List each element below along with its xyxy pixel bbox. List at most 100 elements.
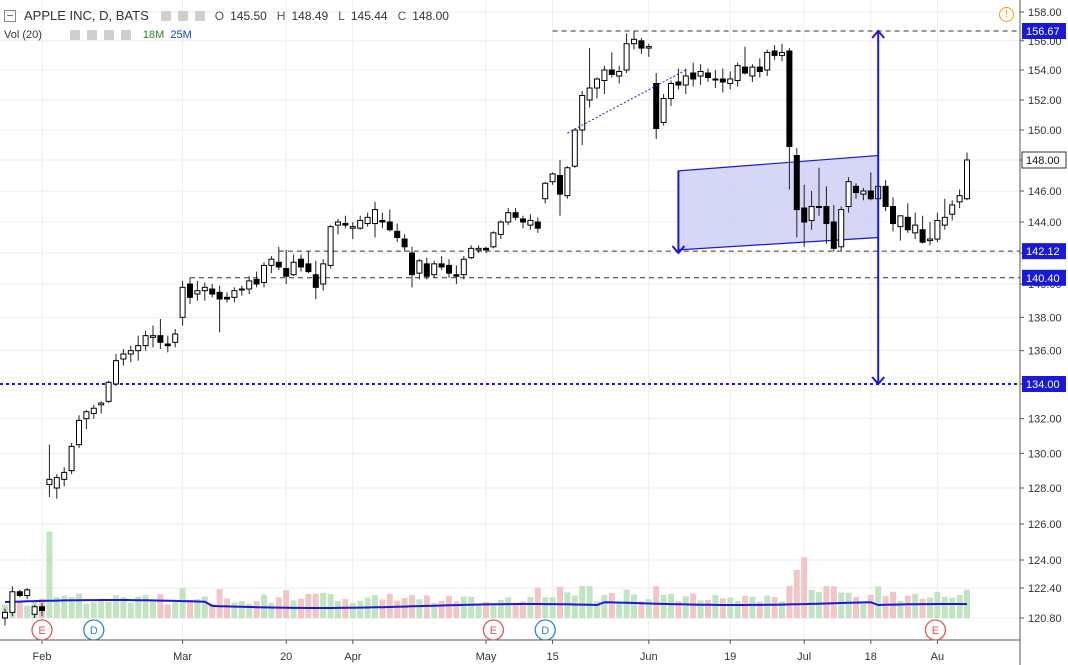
volume-add-icon[interactable] <box>103 30 114 40</box>
volume-bar <box>512 604 519 618</box>
volume-bar <box>127 602 134 618</box>
candle-body <box>142 335 149 347</box>
candle-body <box>586 87 593 101</box>
volume-bar <box>594 601 600 618</box>
volume-remove-icon[interactable] <box>120 30 131 40</box>
candle-body <box>941 216 948 226</box>
volume-bar <box>231 602 238 618</box>
volume-bar <box>268 602 275 618</box>
volume-bar <box>105 601 112 618</box>
volume-bar <box>801 557 808 618</box>
chart-more-icon[interactable] <box>194 10 205 21</box>
candle-body <box>512 212 519 218</box>
candle-body <box>497 221 504 235</box>
candle-body <box>645 46 652 49</box>
time-tick-label: 19 <box>724 651 736 663</box>
volume-ma-line <box>4 599 968 609</box>
volume-bar <box>61 595 68 618</box>
price-tick-label: 136.00 <box>1028 346 1062 358</box>
candle-body <box>194 290 201 295</box>
volume-bar <box>460 596 467 618</box>
volume-bar <box>312 593 319 618</box>
chart-properties-icon[interactable] <box>177 10 188 21</box>
volume-bar <box>586 586 593 618</box>
candle-body <box>749 66 756 77</box>
candle-body <box>327 226 334 266</box>
volume-bar <box>727 597 734 618</box>
candle-body <box>261 264 267 283</box>
candle-body <box>275 261 282 268</box>
low-key: L <box>338 8 345 23</box>
volume-bar <box>349 602 356 618</box>
close-value: 148.00 <box>412 8 449 23</box>
volume-bar <box>246 603 253 618</box>
candle-body <box>16 591 23 596</box>
volume-bar <box>142 595 149 618</box>
price-tick-label: 150.00 <box>1028 125 1062 137</box>
volume-bar <box>468 596 475 618</box>
volume-bar <box>734 600 741 618</box>
candle-body <box>61 471 68 480</box>
candle-body <box>949 204 956 215</box>
candle-body <box>364 216 371 225</box>
volume-bar <box>601 595 608 618</box>
volume-bar <box>76 593 82 618</box>
candle-body <box>808 206 815 221</box>
volume-bar <box>941 596 948 618</box>
candle-body <box>690 72 697 80</box>
time-axis: Feb Mar 20 Apr May 15 Jun 19 Jul 18 Au <box>33 640 944 663</box>
collapse-legend-icon[interactable] <box>4 9 16 22</box>
candle-body <box>571 129 578 167</box>
price-label-text: 134.00 <box>1026 379 1060 391</box>
candle-body <box>956 195 963 203</box>
price-tick-label: 146.00 <box>1028 186 1062 198</box>
price-label-text: 142.12 <box>1026 246 1060 258</box>
volume-bar <box>490 603 497 618</box>
candle-body <box>224 296 230 300</box>
volume-bar <box>16 601 23 618</box>
volume-settings-icon[interactable] <box>86 30 97 40</box>
candle-body <box>897 215 904 228</box>
arrow-head <box>871 29 885 39</box>
candle-body <box>423 263 430 277</box>
volume-bar <box>771 597 778 618</box>
candle-body <box>520 218 526 223</box>
volume-ma-value: 18M <box>142 29 165 41</box>
chart-settings-icon[interactable] <box>160 10 171 21</box>
time-tick-label: May <box>476 651 497 663</box>
volume-bar <box>386 593 393 618</box>
dividend-event-icon <box>83 619 105 641</box>
candle-body <box>927 238 933 242</box>
volume-bar <box>379 599 386 618</box>
candle-body <box>216 291 223 300</box>
volume-bar <box>653 586 660 618</box>
volume-bar <box>83 603 90 618</box>
candle-body <box>416 260 423 274</box>
candle-body <box>601 69 608 81</box>
candle-body <box>668 83 674 99</box>
candle-body <box>579 95 586 131</box>
candle-body <box>39 606 45 611</box>
volume-visibility-icon[interactable] <box>69 30 80 40</box>
candle-body <box>779 51 785 56</box>
candle-body <box>853 185 859 194</box>
candle-body <box>305 263 312 273</box>
volume-bar <box>608 593 615 618</box>
candle-body <box>964 159 970 200</box>
candle-body <box>882 185 889 208</box>
candle-body <box>890 206 896 225</box>
time-tick-label: Apr <box>344 651 361 663</box>
volume-bar <box>845 592 852 618</box>
candle-body <box>320 263 327 285</box>
candle-body <box>298 258 304 268</box>
volume-bar <box>150 600 156 618</box>
volume-bar <box>668 593 674 618</box>
volume-bar <box>816 592 822 618</box>
volume-bar <box>305 593 312 618</box>
volume-bar <box>253 601 260 618</box>
volume-bar <box>919 598 926 618</box>
warning-icon[interactable]: ! <box>999 7 1014 22</box>
volume-bar <box>838 592 845 618</box>
price-label-box <box>1021 151 1067 169</box>
